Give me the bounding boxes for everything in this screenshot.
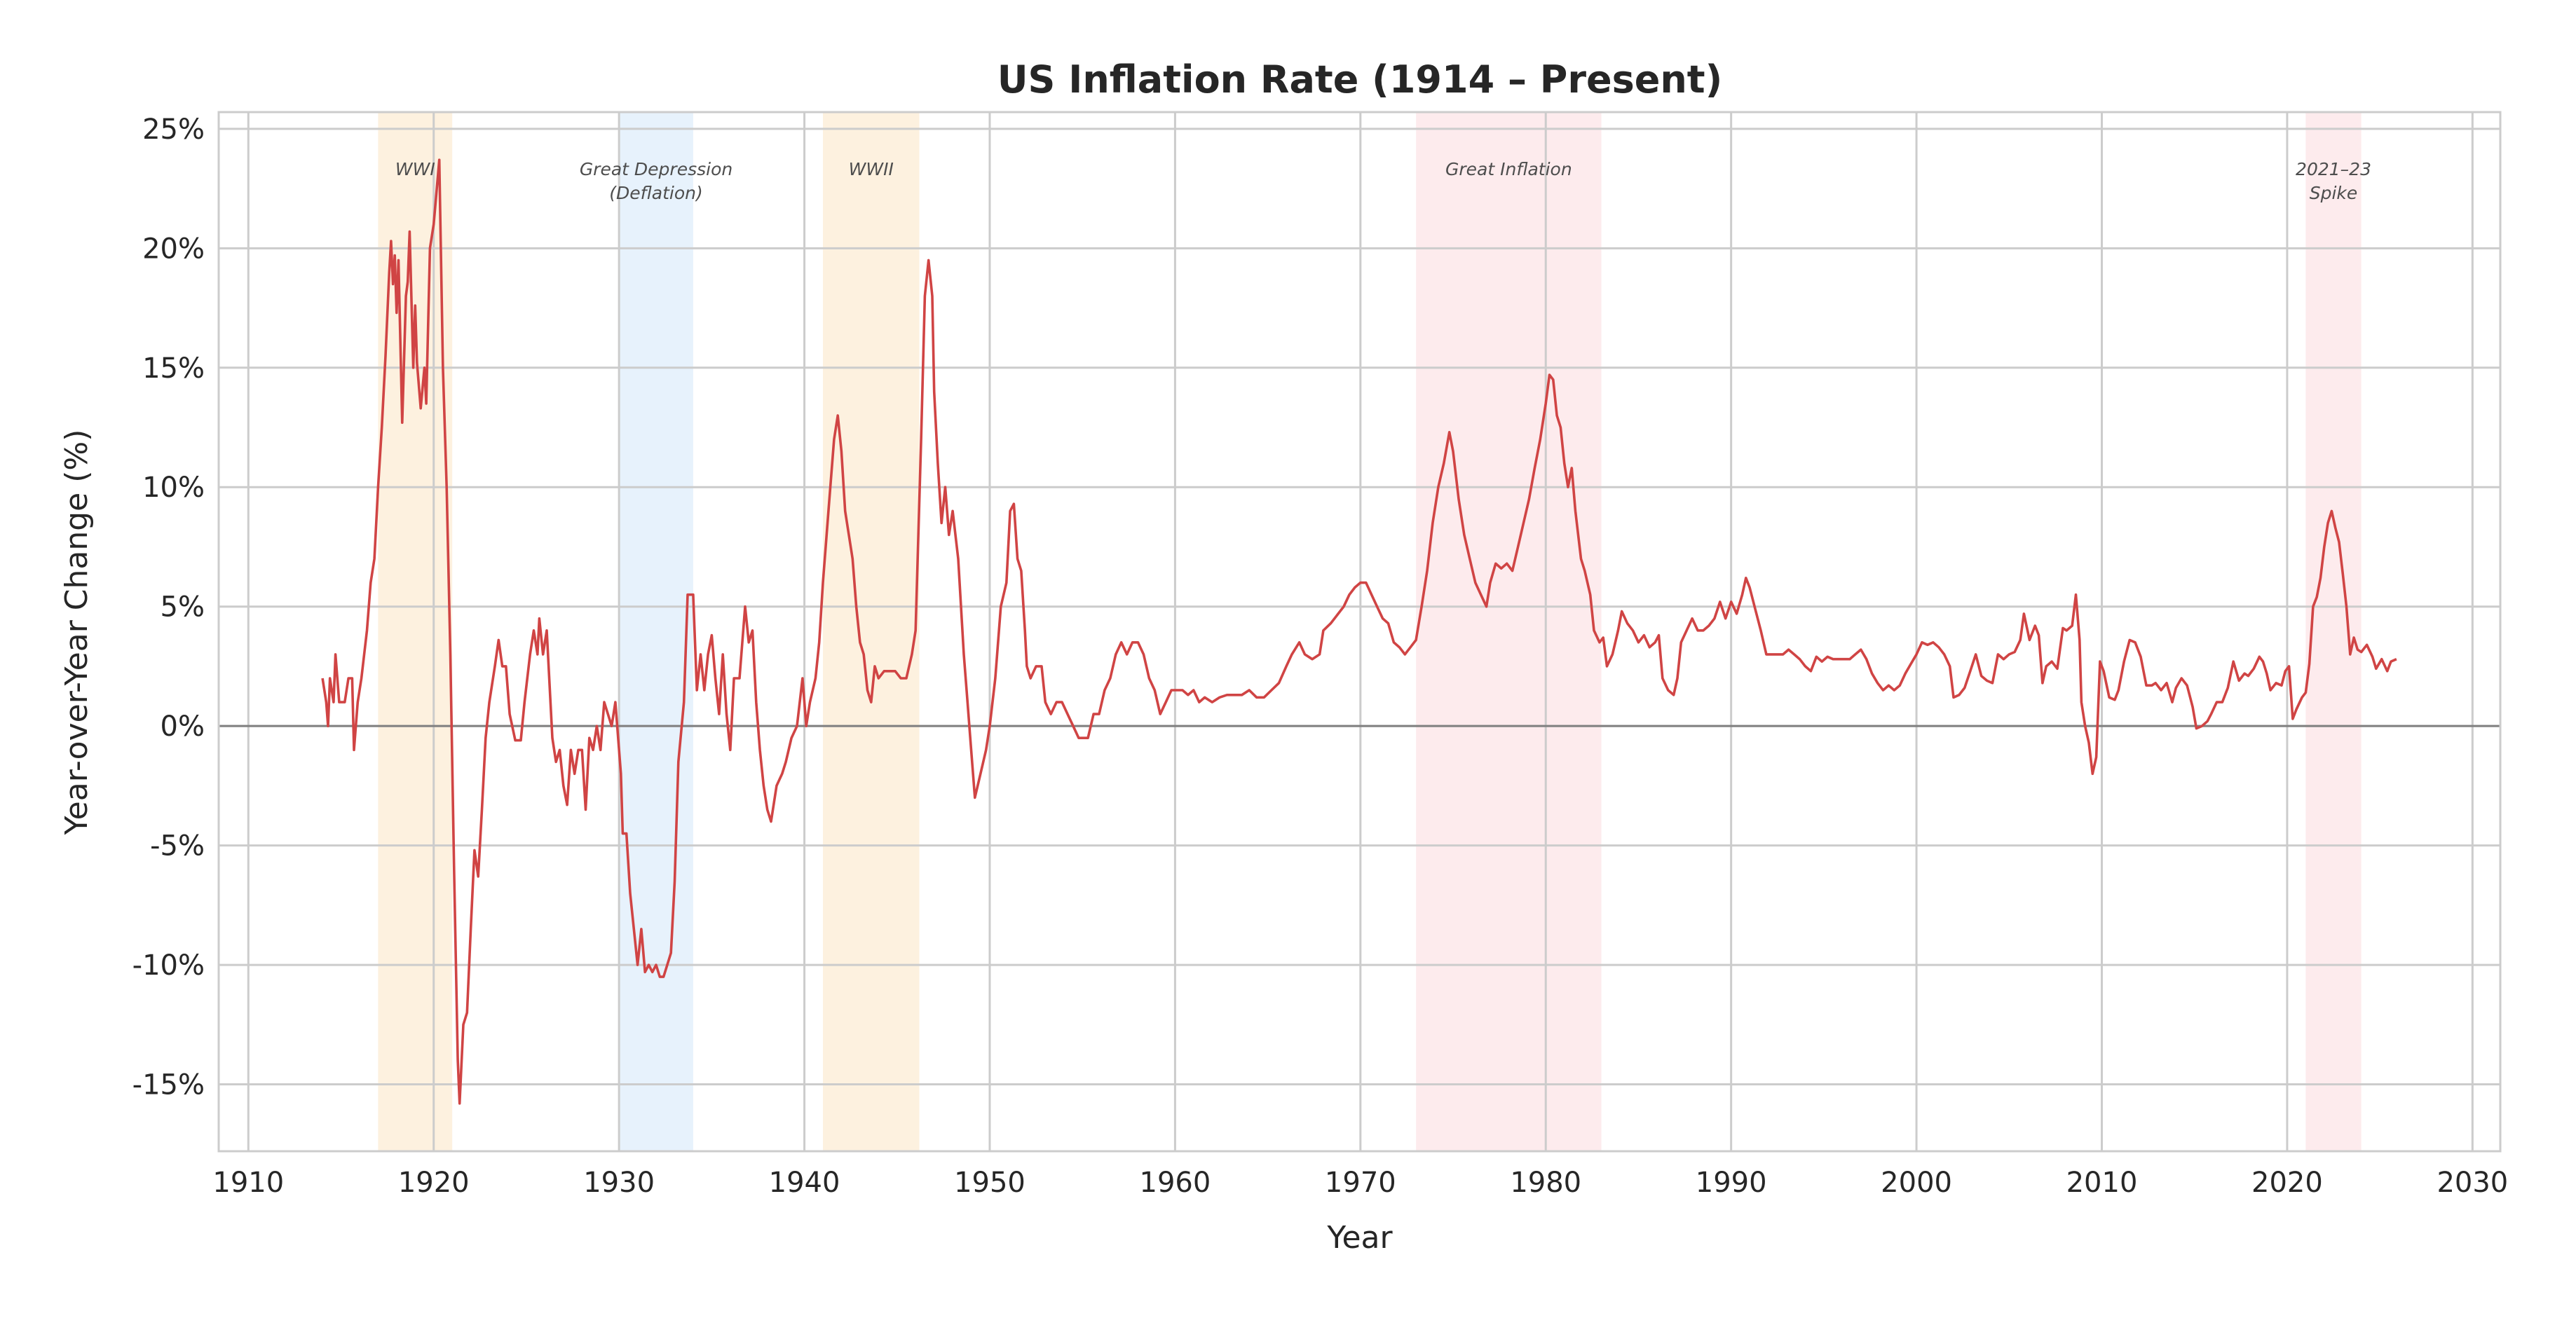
x-tick-label: 1940 bbox=[769, 1167, 840, 1199]
chart-title: US Inflation Rate (1914 – Present) bbox=[997, 57, 1723, 102]
x-tick-label: 2020 bbox=[2251, 1167, 2323, 1199]
shaded-period bbox=[1416, 112, 1602, 1151]
y-tick-label: 0% bbox=[161, 711, 205, 743]
x-tick-label: 2000 bbox=[1881, 1167, 1952, 1199]
y-tick-label: 15% bbox=[142, 352, 205, 385]
x-tick-label: 1910 bbox=[212, 1167, 284, 1199]
y-tick-label: 10% bbox=[142, 472, 205, 504]
y-axis-label: Year-over-Year Change (%) bbox=[59, 430, 95, 836]
period-annotation: (Deflation) bbox=[609, 183, 703, 203]
period-annotation: Great Depression bbox=[580, 159, 732, 179]
y-tick-label: -15% bbox=[132, 1069, 205, 1101]
plot-frame bbox=[217, 111, 2502, 1153]
shaded-period bbox=[823, 112, 920, 1151]
x-tick-label: 1970 bbox=[1325, 1167, 1396, 1199]
y-tick-label: 20% bbox=[142, 233, 205, 265]
x-axis-ticks: 1910 1920 1930 1940 1950 1960 1970 1980 1990 2000… bbox=[212, 1167, 2508, 1199]
period-annotation: Great Inflation bbox=[1445, 159, 1572, 179]
x-axis-label: Year bbox=[1326, 1220, 1393, 1256]
x-tick-label: 1920 bbox=[398, 1167, 470, 1199]
period-annotation: WWI bbox=[395, 159, 435, 179]
x-tick-label: 2010 bbox=[2066, 1167, 2138, 1199]
x-tick-label: 1960 bbox=[1140, 1167, 1211, 1199]
x-tick-label: 1950 bbox=[954, 1167, 1025, 1199]
y-tick-label: 5% bbox=[161, 591, 205, 624]
y-tick-label: -5% bbox=[150, 830, 205, 863]
inflation-series-line bbox=[321, 158, 2397, 1105]
period-annotation: Spike bbox=[2310, 183, 2358, 203]
y-tick-label: 25% bbox=[142, 114, 205, 146]
x-tick-label: 2030 bbox=[2437, 1167, 2508, 1199]
period-annotations: WWI Great Depression (Deflation) WWII Great … bbox=[395, 159, 2371, 203]
shaded-period bbox=[2305, 112, 2362, 1151]
y-axis-ticks: 25% 20% 15% 10% 5% 0% -5% -10% -15% bbox=[132, 114, 205, 1101]
grid-lines bbox=[219, 112, 2500, 1151]
x-tick-label: 1990 bbox=[1696, 1167, 1767, 1199]
y-tick-label: -10% bbox=[132, 949, 205, 982]
x-tick-label: 1930 bbox=[583, 1167, 655, 1199]
x-tick-label: 1980 bbox=[1510, 1167, 1581, 1199]
shaded-period bbox=[619, 112, 693, 1151]
shaded-period bbox=[378, 112, 453, 1151]
period-annotation: WWII bbox=[849, 159, 894, 179]
period-annotation: 2021–23 bbox=[2296, 159, 2371, 179]
shaded-periods bbox=[378, 112, 2362, 1151]
